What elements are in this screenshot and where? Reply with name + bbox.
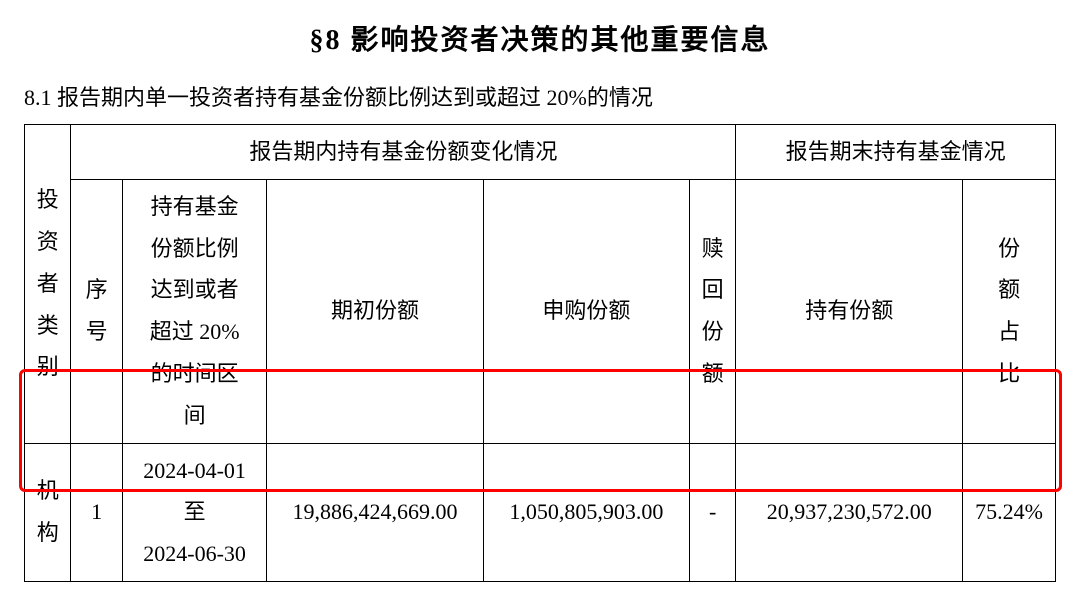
cell-purchase: 1,050,805,903.00 bbox=[483, 443, 689, 581]
col-holding: 持有份额 bbox=[736, 179, 963, 443]
col-initial: 期初份额 bbox=[267, 179, 484, 443]
col-seq: 序号 bbox=[71, 179, 123, 443]
cell-redeem: - bbox=[689, 443, 735, 581]
fund-table: 投资者类别 报告期内持有基金份额变化情况 报告期末持有基金情况 序号 持有基金份… bbox=[24, 124, 1056, 582]
cell-investor-type: 机构 bbox=[25, 443, 71, 581]
col-redeem: 赎回份额 bbox=[689, 179, 735, 443]
cell-seq: 1 bbox=[71, 443, 123, 581]
col-ratio: 份额占比 bbox=[963, 179, 1056, 443]
cell-period: 2024-04-01至2024-06-30 bbox=[122, 443, 266, 581]
section-title: §8 影响投资者决策的其他重要信息 bbox=[24, 10, 1056, 76]
table-row: 机构 1 2024-04-01至2024-06-30 19,886,424,66… bbox=[25, 443, 1056, 581]
cell-ratio: 75.24% bbox=[963, 443, 1056, 581]
subsection-title: 8.1 报告期内单一投资者持有基金份额比例达到或超过 20%的情况 bbox=[24, 76, 1056, 124]
table-container: 投资者类别 报告期内持有基金份额变化情况 报告期末持有基金情况 序号 持有基金份… bbox=[24, 124, 1056, 582]
col-investor-type-text: 投资者类别 bbox=[37, 187, 59, 379]
group-header-changes: 报告期内持有基金份额变化情况 bbox=[71, 125, 736, 180]
col-period: 持有基金份额比例达到或者超过 20%的时间区间 bbox=[122, 179, 266, 443]
group-header-end: 报告期末持有基金情况 bbox=[736, 125, 1056, 180]
col-purchase: 申购份额 bbox=[483, 179, 689, 443]
cell-initial: 19,886,424,669.00 bbox=[267, 443, 484, 581]
col-investor-type: 投资者类别 bbox=[25, 125, 71, 444]
cell-holding: 20,937,230,572.00 bbox=[736, 443, 963, 581]
